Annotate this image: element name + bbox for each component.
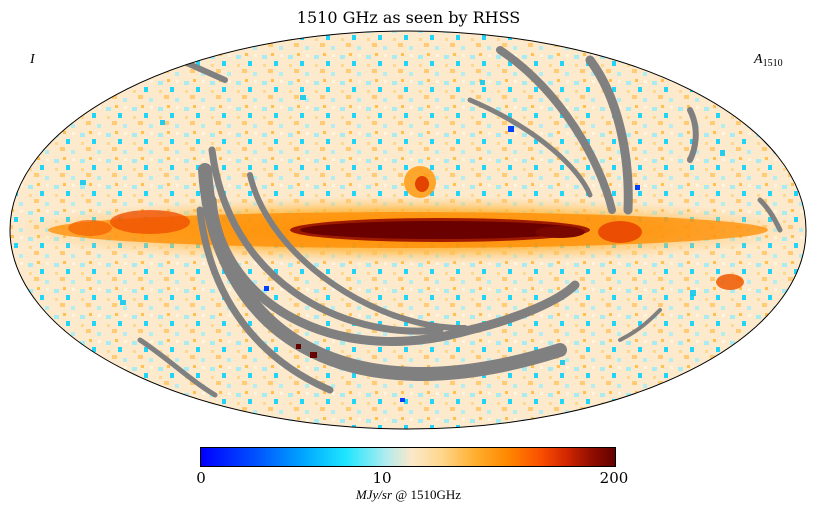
colorbar-tick-label-mid: 10 xyxy=(372,469,392,487)
map-label: A1510 xyxy=(754,52,783,69)
map-label-subscript: 1510 xyxy=(762,58,783,69)
map-boundary xyxy=(9,30,807,430)
masked-scan-arcs xyxy=(137,46,783,398)
colorbar-tick-label-max: 200 xyxy=(599,469,629,487)
chart-title: 1510 GHz as seen by RHSS xyxy=(296,8,521,27)
map-label-main: A xyxy=(754,52,763,67)
colorbar-unit-label: MJy/sr @ 1510GHz xyxy=(0,487,817,503)
stokes-label: I xyxy=(30,52,35,67)
colorbar-unit: MJy/sr xyxy=(355,487,393,502)
colorbar-tick-label-min: 0 xyxy=(196,469,206,487)
colorbar xyxy=(200,447,616,467)
colorbar-unit-suffix: @ 1510GHz xyxy=(392,487,462,502)
